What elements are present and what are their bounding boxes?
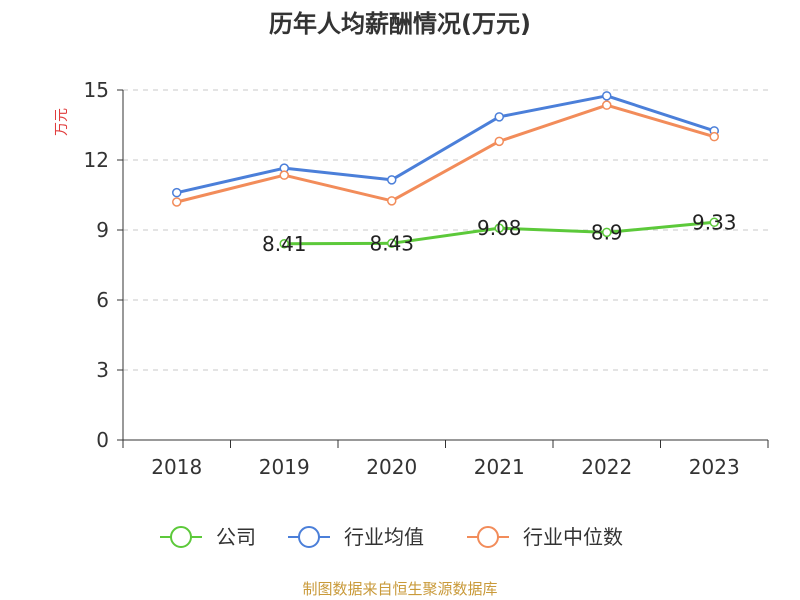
- data-point: [387, 196, 397, 206]
- source-note: 制图数据来自恒生聚源数据库: [302, 580, 497, 598]
- x-tick-label: 2022: [581, 455, 632, 479]
- data-point: [387, 238, 397, 249]
- data-point: [494, 136, 504, 147]
- data-point: [387, 175, 397, 185]
- data-point: [172, 187, 182, 198]
- y-tick-label: 6: [96, 288, 109, 312]
- x-tick-label: 2021: [474, 455, 525, 479]
- y-tick-label: 12: [84, 148, 109, 172]
- y-tick-label: 9: [96, 218, 109, 242]
- legend-marker: [170, 526, 192, 548]
- data-point: [279, 170, 289, 180]
- data-point: [709, 131, 719, 142]
- data-label: 9.33: [692, 210, 737, 234]
- legend-marker: [477, 526, 499, 548]
- series-line-1: [176, 94, 715, 195]
- data-point: [494, 223, 504, 233]
- data-point: [602, 100, 612, 110]
- grid: [123, 89, 768, 371]
- data-point: [494, 112, 504, 122]
- data-label: 9.08: [477, 216, 522, 240]
- series-lines: [172, 91, 719, 249]
- legend: 公司 行业均值 行业中位数: [160, 525, 623, 549]
- legend-marker: [298, 526, 320, 548]
- legend-label: 行业中位数: [523, 525, 623, 549]
- legend-label: 公司: [216, 525, 256, 549]
- y-tick-label: 3: [96, 358, 109, 382]
- x-tick-label: 2018: [151, 455, 202, 479]
- axes: 0 3 6 9 12 15 2018 2019 2020 2021 2022 2023: [84, 78, 769, 479]
- data-point: [172, 197, 182, 207]
- data-point: [602, 227, 612, 238]
- y-tick-label: 0: [96, 428, 109, 452]
- legend-label: 行业均值: [344, 525, 424, 549]
- y-tick-label: 15: [84, 78, 109, 102]
- chart-title: 历年人均薪酬情况(万元): [269, 10, 531, 38]
- y-axis-label: 万元: [54, 108, 70, 136]
- x-tick-label: 2023: [689, 455, 740, 479]
- data-point: [602, 91, 612, 101]
- data-point: [279, 239, 289, 249]
- x-tick-label: 2019: [259, 455, 310, 479]
- data-label: 8.41: [262, 232, 307, 256]
- data-label: 8.43: [369, 231, 414, 255]
- data-labels: 8.41 8.43 9.08 8.9 9.33: [262, 210, 737, 255]
- x-tick-label: 2020: [366, 455, 417, 479]
- series-line-2: [176, 103, 715, 204]
- data-point: [709, 217, 719, 228]
- data-label: 8.9: [591, 220, 623, 244]
